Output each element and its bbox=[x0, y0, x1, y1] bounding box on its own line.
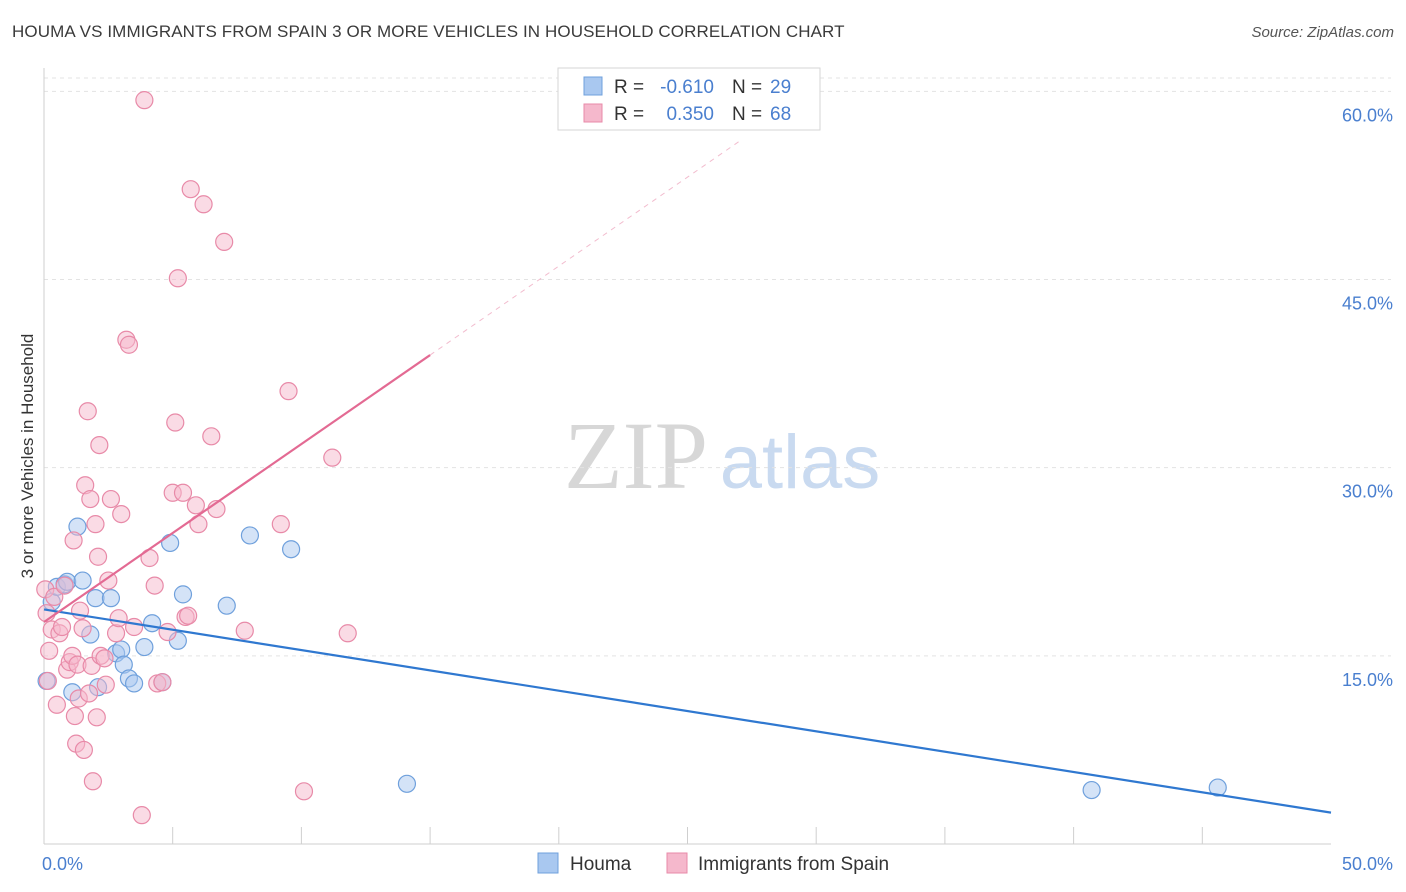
houma-point bbox=[282, 540, 301, 559]
spain-point bbox=[65, 706, 84, 726]
legend-label: Houma bbox=[570, 854, 632, 875]
y-tick-label: 45.0% bbox=[1342, 294, 1393, 314]
spain-point bbox=[294, 782, 314, 801]
spain-point bbox=[168, 269, 187, 288]
spain-point bbox=[338, 624, 357, 643]
houma-point bbox=[161, 533, 180, 553]
spain-point bbox=[109, 609, 128, 628]
spain-point bbox=[323, 448, 342, 467]
houma-point bbox=[1082, 780, 1101, 800]
spain-point bbox=[112, 504, 131, 524]
y-tick-label: 60.0% bbox=[1342, 105, 1393, 125]
x-tick-label: 50.0% bbox=[1342, 854, 1393, 874]
spain-point bbox=[124, 617, 144, 637]
spain-point bbox=[78, 402, 97, 421]
stats-legend-swatch bbox=[583, 103, 603, 123]
spain-point bbox=[47, 695, 66, 714]
spain-point bbox=[179, 606, 198, 625]
y-tick-label: 30.0% bbox=[1342, 482, 1393, 502]
spain-point bbox=[81, 489, 100, 509]
houma-point bbox=[86, 589, 105, 608]
spain-point bbox=[88, 547, 108, 566]
spain-point bbox=[45, 587, 64, 606]
spain-point bbox=[83, 772, 103, 791]
watermark-zip: ZIP bbox=[564, 402, 708, 509]
spain-point bbox=[38, 671, 57, 691]
houma-point bbox=[1208, 778, 1227, 797]
y-tick-label: 15.0% bbox=[1342, 670, 1393, 690]
houma-point bbox=[135, 637, 154, 657]
chart-title: HOUMA VS IMMIGRANTS FROM SPAIN 3 OR MORE… bbox=[12, 22, 845, 41]
stats-r-label: R = bbox=[614, 104, 644, 125]
x-tick-label: 0.0% bbox=[42, 854, 83, 874]
spain-point bbox=[186, 496, 205, 515]
spain-point bbox=[74, 740, 93, 760]
spain-point bbox=[95, 649, 114, 668]
stats-n-label: N = bbox=[732, 104, 762, 125]
spain-point bbox=[145, 576, 164, 595]
houma-point bbox=[143, 614, 162, 633]
legend-swatch-pink bbox=[666, 852, 688, 874]
spain-point bbox=[40, 641, 59, 660]
stats-r-value: 0.350 bbox=[666, 104, 714, 125]
houma-point bbox=[112, 640, 131, 659]
spain-point bbox=[135, 91, 154, 110]
spain-point bbox=[90, 436, 109, 455]
spain-point bbox=[153, 673, 172, 692]
houma-trend-line bbox=[43, 608, 1332, 814]
stats-n-value: 29 bbox=[770, 77, 791, 98]
spain-point bbox=[194, 195, 213, 214]
spain-point bbox=[271, 515, 290, 534]
spain-point bbox=[52, 617, 72, 637]
stats-n-value: 68 bbox=[770, 104, 791, 125]
houma-point bbox=[124, 674, 144, 693]
houma-point bbox=[217, 596, 236, 615]
legend-swatch-blue bbox=[537, 852, 559, 874]
spain-point bbox=[101, 489, 121, 509]
spain-point bbox=[79, 684, 99, 703]
legend-label: Immigrants from Spain bbox=[698, 854, 889, 875]
spain-point bbox=[279, 382, 298, 401]
houma-point bbox=[173, 585, 193, 604]
stats-r-label: R = bbox=[614, 77, 644, 98]
spain-point bbox=[202, 427, 221, 446]
spain-point bbox=[215, 232, 234, 251]
houma-point bbox=[73, 571, 92, 590]
houma-point bbox=[240, 526, 260, 545]
source-credit: Source: ZipAtlas.com bbox=[1251, 24, 1394, 41]
stats-legend-swatch bbox=[583, 76, 603, 96]
spain-point bbox=[96, 675, 115, 694]
spain-point bbox=[55, 576, 74, 595]
houma-point bbox=[101, 589, 121, 608]
spain-point bbox=[64, 531, 83, 550]
spain-point bbox=[73, 619, 92, 638]
spain-point bbox=[87, 708, 106, 727]
watermark-atlas: atlas bbox=[720, 420, 881, 505]
stats-r-value: -0.610 bbox=[660, 77, 714, 98]
spain-point bbox=[158, 622, 177, 642]
spain-point bbox=[86, 515, 105, 534]
spain-trend-line-extension bbox=[429, 141, 740, 356]
spain-point bbox=[181, 180, 200, 199]
stats-n-label: N = bbox=[732, 77, 762, 98]
spain-point bbox=[235, 621, 254, 640]
spain-point bbox=[119, 335, 139, 354]
spain-point bbox=[166, 413, 185, 432]
spain-trend-line bbox=[43, 354, 431, 623]
spain-point bbox=[173, 483, 193, 502]
houma-point bbox=[397, 774, 417, 793]
spain-point bbox=[132, 806, 151, 825]
spain-point bbox=[99, 571, 118, 590]
spain-point bbox=[106, 624, 126, 643]
